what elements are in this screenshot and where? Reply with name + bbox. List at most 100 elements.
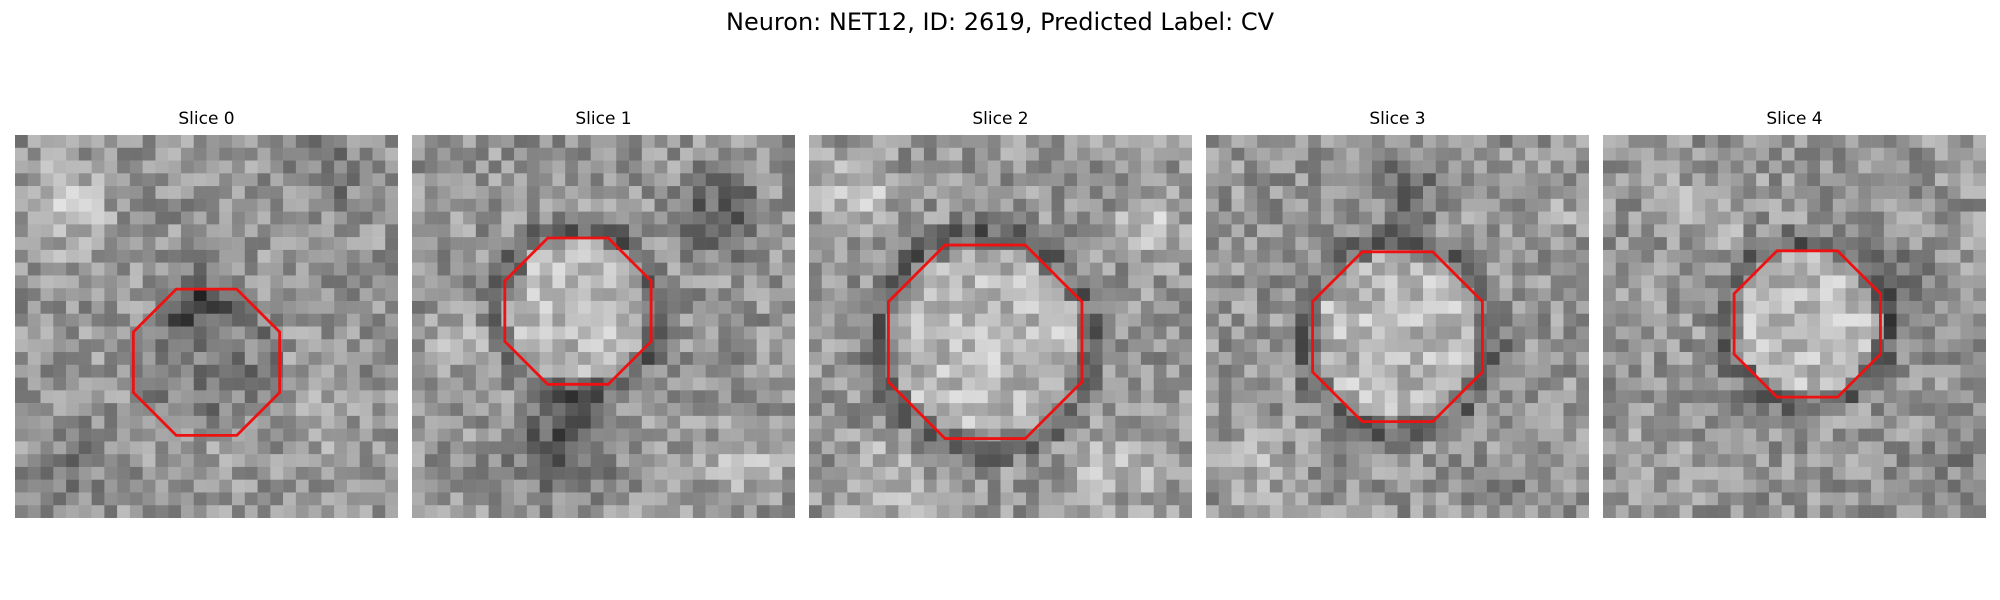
image-pixel [743, 160, 757, 174]
image-pixel [1641, 492, 1655, 506]
image-pixel [346, 441, 360, 455]
image-pixel [206, 313, 220, 327]
image-pixel [501, 352, 515, 366]
image-pixel [552, 466, 566, 480]
image-pixel [1845, 390, 1859, 404]
image-pixel [923, 326, 937, 340]
image-pixel [680, 262, 694, 276]
image-pixel [1858, 466, 1872, 480]
image-pixel [359, 466, 373, 480]
image-pixel [1064, 262, 1078, 276]
image-pixel [1140, 428, 1154, 442]
image-pixel [718, 466, 732, 480]
image-pixel [1448, 211, 1462, 225]
image-pixel [590, 352, 604, 366]
image-pixel [949, 135, 963, 149]
image-pixel [731, 249, 745, 263]
image-pixel [1461, 415, 1475, 429]
image-pixel [1832, 186, 1846, 200]
image-pixel [437, 198, 451, 212]
image-pixel [117, 135, 131, 149]
image-pixel [514, 237, 528, 251]
image-pixel [1909, 454, 1923, 468]
image-pixel [974, 211, 988, 225]
image-pixel [1743, 377, 1757, 391]
image-pixel [1486, 186, 1500, 200]
image-pixel [334, 364, 348, 378]
image-pixel [53, 173, 67, 187]
image-pixel [219, 173, 233, 187]
image-pixel [1128, 441, 1142, 455]
image-pixel [1038, 492, 1052, 506]
image-pixel [1026, 364, 1040, 378]
image-pixel [1743, 352, 1757, 366]
image-pixel [1089, 147, 1103, 161]
image-pixel [1320, 313, 1334, 327]
image-pixel [603, 224, 617, 238]
image-pixel [1000, 313, 1014, 327]
image-pixel [1973, 160, 1986, 174]
image-pixel [769, 326, 783, 340]
image-pixel [206, 147, 220, 161]
image-pixel [27, 352, 41, 366]
image-pixel [206, 249, 220, 263]
image-pixel [1922, 186, 1936, 200]
image-pixel [1756, 288, 1770, 302]
image-pixel [1397, 428, 1411, 442]
image-pixel [1563, 300, 1577, 314]
image-pixel [809, 466, 823, 480]
image-pixel [1679, 390, 1693, 404]
image-pixel [680, 147, 694, 161]
image-pixel [936, 300, 950, 314]
image-pixel [1089, 224, 1103, 238]
image-pixel [1218, 186, 1232, 200]
image-pixel [1435, 390, 1449, 404]
image-pixel [308, 352, 322, 366]
image-pixel [1244, 288, 1258, 302]
image-pixel [1922, 249, 1936, 263]
image-pixel [1666, 377, 1680, 391]
image-pixel [244, 479, 258, 493]
image-pixel [756, 428, 770, 442]
image-pixel [1615, 466, 1629, 480]
image-pixel [334, 441, 348, 455]
image-pixel [27, 364, 41, 378]
image-pixel [1435, 479, 1449, 493]
image-pixel [1013, 377, 1027, 391]
image-pixel [590, 224, 604, 238]
image-pixel [1140, 364, 1154, 378]
image-pixel [219, 352, 233, 366]
image-pixel [1474, 224, 1488, 238]
image-pixel [1934, 364, 1948, 378]
image-pixel [731, 415, 745, 429]
image-pixel [1512, 326, 1526, 340]
image-pixel [270, 224, 284, 238]
image-pixel [872, 160, 886, 174]
image-pixel [1128, 160, 1142, 174]
image-pixel [539, 428, 553, 442]
image-pixel [1308, 160, 1322, 174]
image-pixel [475, 390, 489, 404]
image-pixel [1576, 352, 1589, 366]
image-pixel [1423, 352, 1437, 366]
image-pixel [321, 479, 335, 493]
image-pixel [1269, 377, 1283, 391]
image-pixel [257, 275, 271, 289]
image-pixel [1218, 147, 1232, 161]
image-pixel [1512, 339, 1526, 353]
image-pixel [437, 300, 451, 314]
image-pixel [1537, 173, 1551, 187]
image-pixel [680, 454, 694, 468]
image-pixel [860, 390, 874, 404]
image-pixel [142, 288, 156, 302]
image-pixel [718, 364, 732, 378]
image-pixel [180, 479, 194, 493]
image-pixel [1692, 198, 1706, 212]
image-pixel [577, 211, 591, 225]
image-pixel [1026, 352, 1040, 366]
image-pixel [1563, 186, 1577, 200]
image-pixel [1000, 288, 1014, 302]
image-pixel [1257, 288, 1271, 302]
image-pixel [1128, 492, 1142, 506]
image-pixel [1371, 160, 1385, 174]
